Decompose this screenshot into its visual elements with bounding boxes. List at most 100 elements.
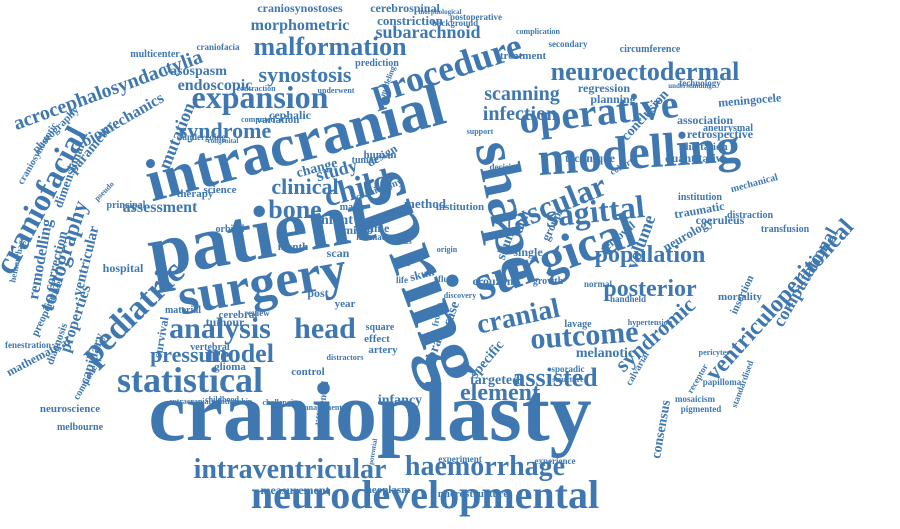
word-haemorrhage: haemorrhage [405,451,565,482]
word-population: population [595,242,706,268]
word-pigmented: pigmented [681,404,722,414]
word-papilloma: papilloma [703,377,742,387]
word-complication: complication [516,27,561,36]
word-artery: artery [368,344,398,356]
word-crouzon: crouzon [472,274,513,288]
word-sporadic: sporadic [551,364,584,374]
word-skull: skull [408,264,436,284]
word-distraction: distraction [727,210,774,221]
word-coeruleus: coeruleus [696,213,745,227]
word-neoplasm: neoplasm [366,484,411,496]
word-pressure: pressure [150,342,230,367]
word-pericytes: pericytes [699,348,730,357]
word-retrospective: retrospective [687,127,754,141]
word-lacunae: lacunae [356,232,386,242]
word-handheld: handheld [610,294,646,304]
word-science: science [204,184,237,196]
word-transfusion: transfusion [761,224,810,235]
word-background: background [432,18,478,28]
word-prediction: prediction [355,58,399,69]
word-year: year [335,298,356,310]
word-bone: bone [268,195,321,224]
word-morphometric: morphometric [251,17,350,34]
word-aneurysmal: aneurysmal [703,123,753,134]
word-cephalic: cephalic [269,108,312,122]
word-postoperative: postoperative [450,12,502,22]
word-intraventricular: intraventricular [194,454,387,485]
word-month: month [278,241,309,253]
word-fronto: fronto [430,301,444,327]
word-syndrome: syndrome [179,118,272,143]
word-infection: infection [483,103,557,125]
word-regression: regression [578,81,631,95]
word-craniofacia: craniofacia [197,42,240,52]
word-clinical: clinical [271,174,338,199]
word-management: management [298,403,342,412]
word-head: head [294,312,356,345]
word-discovery: discovery [444,291,476,300]
word-expansion: expansion [192,79,329,115]
word-quantitative: quantitative [665,151,728,165]
word-material: material [165,305,201,316]
word-method: method [404,196,447,211]
word-assisted: assisted [512,363,598,392]
word-origin: origin [437,245,458,254]
word-rate: rate [393,258,411,269]
word-experience: experience [535,456,576,466]
word-human: human [363,149,396,161]
word-endoscopic: endoscopic [178,77,253,94]
word-institution: institution [678,192,722,203]
word-post: post [307,286,328,300]
word-neuroectodermal: neuroectodermal [551,57,740,86]
word-mapk: mapk [340,202,365,213]
word-circumference: circumference [620,44,681,55]
word-mortality: mortality [718,291,762,303]
word-scan: scan [327,246,350,260]
word-vertebral: vertebral [190,342,230,353]
word-subarachnoid: subarachnoid [375,22,480,42]
word-treatment: treatment [500,50,547,62]
word-synostosis: synostosis [259,62,352,87]
word-tumour: tumour [206,315,245,329]
word-micro: micro [343,223,373,237]
word-computed: computed [241,115,275,124]
word-mechanical: mechanical [730,172,780,195]
word-square: square [366,322,395,333]
word-growth: growth [533,276,564,287]
word-morphological: morphological [418,8,461,16]
word-cerebrospinal: cerebrospinal [370,1,440,15]
word-malformation: malformation [253,32,407,61]
word-distractors: distractors [327,353,364,362]
word-undergoing: undergoing [182,132,227,142]
word-life: life [396,275,408,285]
word-melbourne: melbourne [57,422,104,433]
word-hospital: hospital [103,261,144,275]
word-planning: planning [590,92,635,106]
word-melanotic: melanotic [576,346,634,361]
word-tumor: tumor [352,155,379,166]
word-infant: infant [317,213,353,228]
word-technology: technology [679,78,721,88]
word-computational: computational [768,224,841,330]
word-control: control [291,366,324,378]
word-effect: effect [364,333,390,345]
word-vasospasm: vasospasm [163,64,227,79]
word-decision: decision [489,162,520,172]
word-principal: principal [107,200,146,211]
word-targeted: targeted [470,373,520,388]
word-model: model [206,339,274,368]
word-assessment: assessment [123,199,198,216]
word-institution: institution [436,201,484,213]
word-understanding: understanding [668,82,712,90]
word-neuroscience: neuroscience [40,403,100,415]
word-orbital: orbital [216,224,245,235]
word-technique: technique [565,151,616,165]
word-fluid: fluid [438,274,456,284]
word-outcome: outcome [529,315,639,355]
word-secondary: secondary [549,39,588,49]
word-microstructure: microstructure [438,488,509,500]
word-structure: structure [552,375,584,384]
word-therapy: therapy [177,188,214,200]
